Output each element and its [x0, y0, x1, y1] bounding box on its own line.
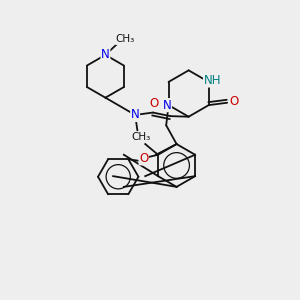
Text: N: N [163, 99, 172, 112]
Text: O: O [229, 95, 238, 108]
Text: O: O [150, 97, 159, 110]
Text: CH₃: CH₃ [131, 132, 151, 142]
Text: N: N [131, 108, 140, 122]
Text: CH₃: CH₃ [116, 34, 135, 44]
Text: N: N [101, 48, 110, 62]
Text: NH: NH [203, 74, 221, 87]
Text: O: O [139, 152, 148, 165]
